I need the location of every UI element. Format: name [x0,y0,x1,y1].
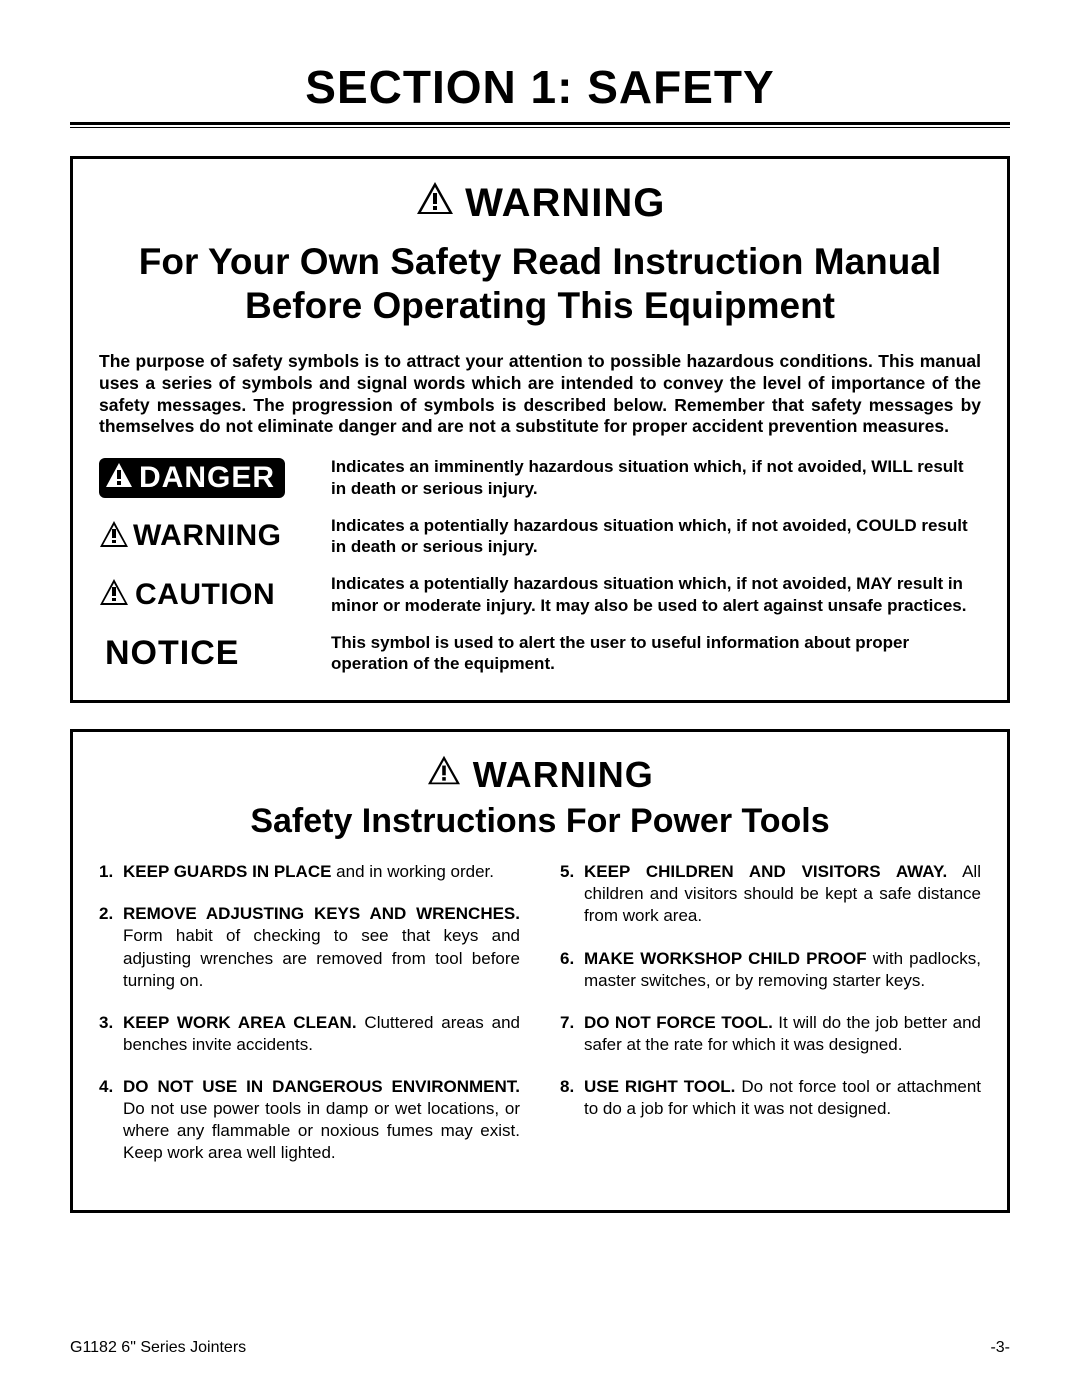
divider-thick [70,122,1010,125]
danger-label: DANGER [139,461,275,495]
instruction-bold: KEEP GUARDS IN PLACE [123,862,331,881]
def-row-caution: CAUTION Indicates a potentially hazardou… [99,573,981,616]
instruction-body: USE RIGHT TOOL. Do not force tool or att… [584,1076,981,1120]
instruction-body: KEEP CHILDREN AND VISITORS AWAY. All chi… [584,861,981,927]
instruction-number: 1. [99,861,123,883]
instruction-bold: KEEP WORK AREA CLEAN. [123,1013,357,1032]
caution-triangle-icon [99,578,129,611]
def-row-warning: WARNING Indicates a potentially hazardou… [99,515,981,558]
instruction-body: DO NOT FORCE TOOL. It will do the job be… [584,1012,981,1056]
footer-right: -3- [990,1339,1010,1357]
warning-triangle-icon [415,180,455,221]
instruction-body: DO NOT USE IN DANGEROUS ENVIRONMENT. Do … [123,1076,520,1164]
instruction-bold: USE RIGHT TOOL. [584,1077,735,1096]
warning-header: WARNING [99,181,981,226]
instruction-body: REMOVE ADJUSTING KEYS AND WRENCHES. Form… [123,903,520,991]
danger-triangle-icon [105,462,133,493]
instruction-rest: Form habit of checking to see that keys … [123,926,520,989]
col-left: 1.KEEP GUARDS IN PLACE and in working or… [99,861,520,1184]
instruction-number: 6. [560,948,584,992]
safety-symbols-box: WARNING For Your Own Safety Read Instruc… [70,156,1010,703]
warning-header-2: WARNING [99,754,981,796]
instruction-body: MAKE WORKSHOP CHILD PROOF with padlocks,… [584,948,981,992]
instruction-rest: and in working order. [331,862,494,881]
warning-def: Indicates a potentially hazardous situat… [331,515,981,558]
danger-def: Indicates an imminently hazardous situat… [331,456,981,499]
notice-def: This symbol is used to alert the user to… [331,632,981,675]
box1-subhead: For Your Own Safety Read Instruction Man… [99,240,981,329]
instruction-item: 1.KEEP GUARDS IN PLACE and in working or… [99,861,520,883]
instruction-item: 3.KEEP WORK AREA CLEAN. Cluttered areas … [99,1012,520,1056]
divider-thin [70,127,1010,128]
footer-left: G1182 6" Series Jointers [70,1339,246,1357]
danger-pill: DANGER [99,458,285,498]
warning-triangle-icon [426,754,462,791]
instruction-bold: DO NOT USE IN DANGEROUS ENVIRONMENT. [123,1077,520,1096]
instruction-bold: REMOVE ADJUSTING KEYS AND WRENCHES. [123,904,520,923]
warning-inline: WARNING [99,519,282,553]
warning-label: WARNING [465,181,665,226]
warning-def-label: WARNING [133,519,282,553]
def-row-notice: NOTICE This symbol is used to alert the … [99,632,981,675]
box1-intro: The purpose of safety symbols is to attr… [99,351,981,439]
instruction-number: 7. [560,1012,584,1056]
instruction-number: 3. [99,1012,123,1056]
col-right: 5.KEEP CHILDREN AND VISITORS AWAY. All c… [560,861,981,1184]
instruction-item: 6.MAKE WORKSHOP CHILD PROOF with padlock… [560,948,981,992]
def-row-danger: DANGER Indicates an imminently hazardous… [99,456,981,499]
instruction-body: KEEP WORK AREA CLEAN. Cluttered areas an… [123,1012,520,1056]
notice-label: NOTICE [99,634,239,673]
instruction-rest: Do not use power tools in damp or wet lo… [123,1099,520,1162]
safety-instructions-box: WARNING Safety Instructions For Power To… [70,729,1010,1213]
instruction-number: 2. [99,903,123,991]
caution-def: Indicates a potentially hazardous situat… [331,573,981,616]
instruction-bold: DO NOT FORCE TOOL. [584,1013,773,1032]
instruction-item: 8.USE RIGHT TOOL. Do not force tool or a… [560,1076,981,1120]
instruction-number: 5. [560,861,584,927]
instruction-bold: KEEP CHILDREN AND VISITORS AWAY. [584,862,947,881]
warning-triangle-icon [99,520,129,553]
caution-inline: CAUTION [99,578,275,612]
instruction-bold: MAKE WORKSHOP CHILD PROOF [584,949,867,968]
box2-subhead: Safety Instructions For Power Tools [99,802,981,841]
page-footer: G1182 6" Series Jointers -3- [70,1339,1010,1357]
instruction-item: 7.DO NOT FORCE TOOL. It will do the job … [560,1012,981,1056]
instruction-columns: 1.KEEP GUARDS IN PLACE and in working or… [99,861,981,1184]
instruction-item: 4.DO NOT USE IN DANGEROUS ENVIRONMENT. D… [99,1076,520,1164]
warning-label-2: WARNING [473,754,654,796]
instruction-item: 2.REMOVE ADJUSTING KEYS AND WRENCHES. Fo… [99,903,520,991]
section-title: SECTION 1: SAFETY [70,60,1010,114]
instruction-number: 4. [99,1076,123,1164]
instruction-number: 8. [560,1076,584,1120]
caution-def-label: CAUTION [135,578,275,612]
instruction-item: 5.KEEP CHILDREN AND VISITORS AWAY. All c… [560,861,981,927]
instruction-body: KEEP GUARDS IN PLACE and in working orde… [123,861,520,883]
